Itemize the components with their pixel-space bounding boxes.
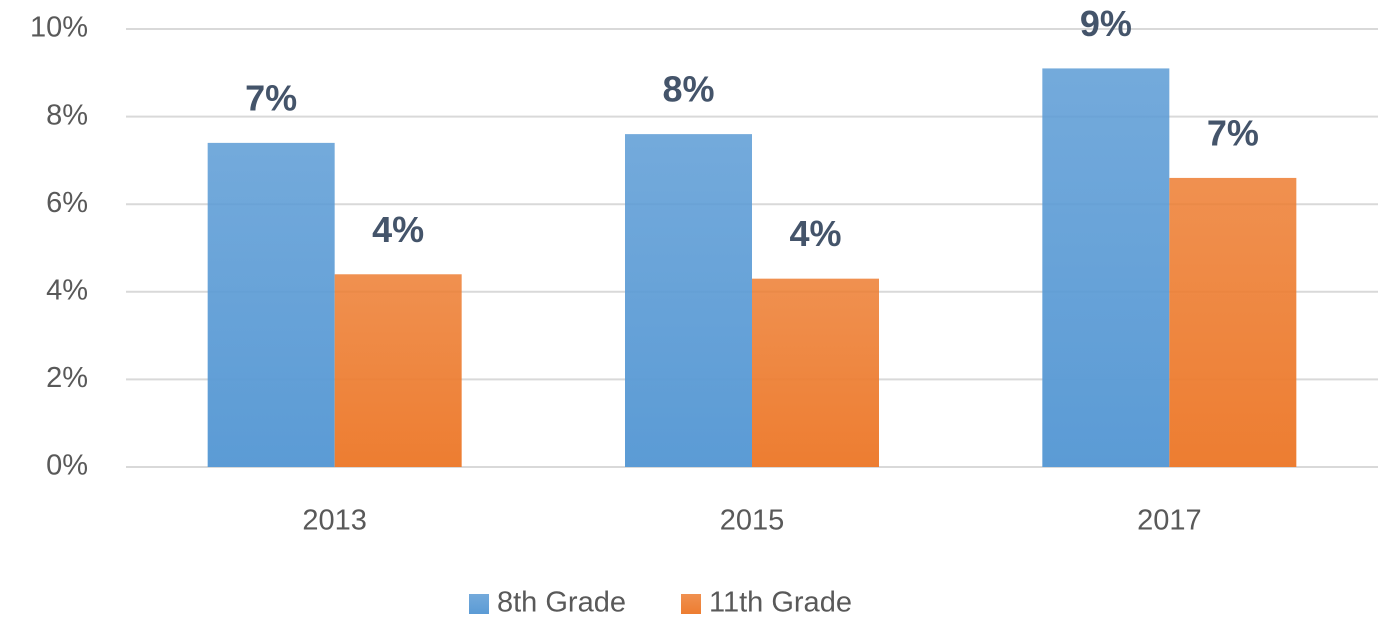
x-tick-label: 2013 bbox=[302, 505, 367, 537]
y-tick-label: 2% bbox=[46, 362, 88, 394]
legend-swatch bbox=[681, 594, 701, 614]
value-label: 4% bbox=[789, 213, 841, 254]
value-label: 8% bbox=[662, 69, 714, 110]
y-tick-label: 8% bbox=[46, 99, 88, 131]
bar bbox=[1042, 68, 1170, 468]
value-label: 4% bbox=[372, 209, 424, 250]
x-tick-label: 2015 bbox=[720, 505, 785, 537]
value-label: 7% bbox=[1207, 112, 1259, 153]
value-label: 9% bbox=[1080, 3, 1132, 44]
x-tick-label: 2017 bbox=[1137, 505, 1202, 537]
legend-swatch bbox=[469, 594, 489, 614]
bar bbox=[1169, 177, 1297, 468]
bar bbox=[207, 142, 335, 467]
bar bbox=[625, 134, 752, 467]
y-tick-label: 10% bbox=[30, 12, 88, 44]
bar bbox=[752, 278, 879, 467]
value-label: 7% bbox=[245, 77, 297, 118]
y-tick-label: 6% bbox=[46, 187, 88, 219]
y-tick-label: 4% bbox=[46, 274, 88, 306]
bar bbox=[334, 274, 462, 467]
legend-label: 8th Grade bbox=[497, 587, 626, 619]
legend-label: 11th Grade bbox=[709, 587, 852, 619]
y-tick-label: 0% bbox=[46, 450, 88, 482]
